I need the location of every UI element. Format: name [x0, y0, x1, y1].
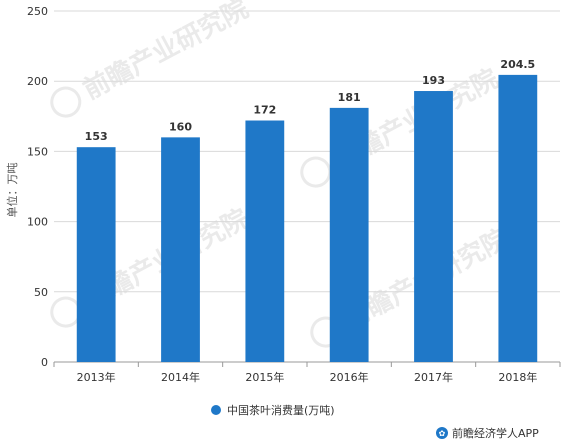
- data-label: 153: [85, 130, 108, 143]
- watermark-logo-icon: [50, 86, 82, 118]
- data-label: 204.5: [500, 58, 535, 71]
- legend-marker: [211, 405, 221, 415]
- y-tick-label: 0: [41, 356, 48, 369]
- x-tick-label: 2016年: [330, 370, 369, 384]
- y-tick-label: 200: [27, 75, 48, 88]
- legend-label: 中国茶叶消费量(万吨): [227, 403, 335, 417]
- y-tick-label: 100: [27, 216, 48, 229]
- bars: [76, 74, 538, 363]
- bar: [498, 74, 538, 362]
- watermark-logo-icon: [300, 156, 332, 188]
- x-tick-label: 2015年: [245, 370, 284, 384]
- bar: [414, 91, 453, 362]
- bar: [245, 120, 285, 363]
- y-tick-label: 250: [27, 5, 48, 18]
- data-labels: 153 160 172 181 193 204.5: [85, 58, 536, 143]
- bar: [76, 147, 116, 362]
- data-label: 193: [422, 74, 445, 87]
- y-tick-label: 150: [27, 145, 48, 158]
- bar: [329, 107, 369, 362]
- x-tick-label: 2018年: [498, 370, 537, 384]
- credit-logo-icon: ✿: [439, 429, 446, 438]
- x-tick-label: 2014年: [161, 370, 200, 384]
- x-tick-label: 2017年: [414, 370, 453, 384]
- bar: [161, 137, 200, 362]
- watermark: 前瞻产业研究院: [50, 0, 253, 118]
- watermark-text: 前瞻产业研究院: [78, 0, 253, 106]
- watermark: 前瞻产业研究院: [300, 63, 503, 188]
- credit: ✿ 前瞻经济学人APP: [436, 426, 539, 440]
- y-tick-labels: 0 50 100 150 200 250: [27, 5, 48, 369]
- credit-text: 前瞻经济学人APP: [452, 426, 539, 440]
- y-tick-label: 50: [34, 286, 48, 299]
- data-label: 160: [169, 120, 192, 133]
- y-axis-label: 单位：万吨: [5, 163, 19, 218]
- grid-lines: [53, 10, 561, 367]
- x-tick-labels: 2013年 2014年 2015年 2016年 2017年 2018年: [77, 370, 538, 384]
- data-label: 172: [253, 104, 276, 117]
- data-label: 181: [338, 91, 361, 104]
- legend: 中国茶叶消费量(万吨): [211, 403, 335, 417]
- x-tick-label: 2013年: [77, 370, 116, 384]
- credit-logo-icon: [436, 427, 448, 439]
